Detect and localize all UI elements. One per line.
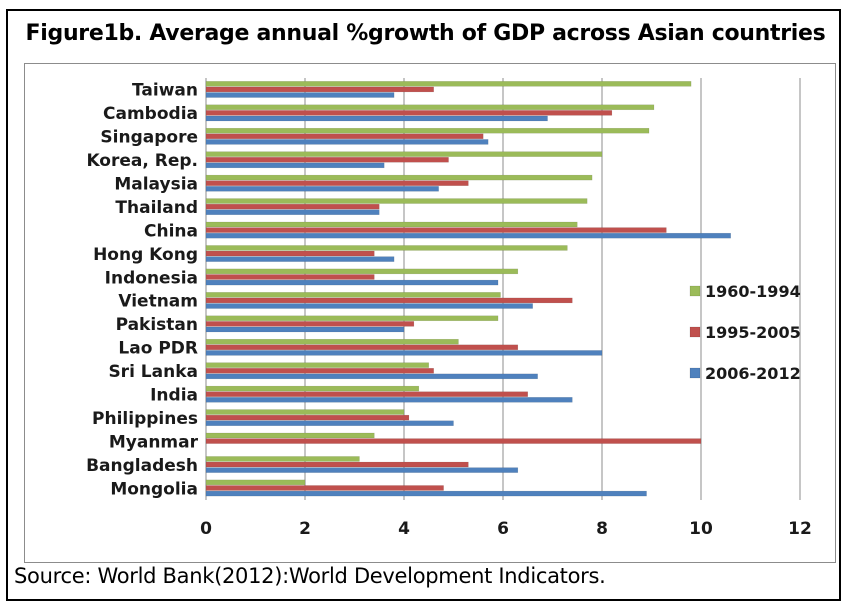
bar-1960-1994-hong-kong xyxy=(205,245,568,251)
x-tick-label: 10 xyxy=(689,519,713,539)
bar-2006-2012-taiwan xyxy=(205,92,395,98)
bar-2006-2012-singapore xyxy=(205,139,489,145)
x-tick-label: 2 xyxy=(299,519,311,539)
category-label: Korea, Rep. xyxy=(86,151,198,171)
category-label: Bangladesh xyxy=(86,456,198,476)
category-label: Indonesia xyxy=(105,268,198,288)
bar-1995-2005-philippines xyxy=(205,414,410,421)
bar-1995-2005-lao-pdr xyxy=(205,344,519,351)
bar-1960-1994-myanmar xyxy=(205,432,375,439)
bar-2006-2012-vietnam xyxy=(205,303,533,309)
legend-label: 1960-1994 xyxy=(705,282,801,301)
category-label: China xyxy=(144,221,198,241)
category-label: Thailand xyxy=(115,198,198,218)
bar-1960-1994-vietnam xyxy=(205,292,501,298)
bar-2006-2012-lao-pdr xyxy=(205,350,603,356)
legend-swatch xyxy=(689,367,701,379)
bar-2006-2012-china xyxy=(205,232,731,239)
bar-1995-2005-myanmar xyxy=(205,438,702,444)
bar-1960-1994-thailand xyxy=(205,198,588,204)
bar-2006-2012-india xyxy=(205,397,573,403)
bar-2006-2012-cambodia xyxy=(205,115,548,122)
category-label: Taiwan xyxy=(132,81,198,101)
x-tick-label: 4 xyxy=(398,519,410,539)
bar-1995-2005-india xyxy=(205,391,528,397)
bar-1960-1994-korea-rep- xyxy=(205,151,603,157)
category-label: Vietnam xyxy=(118,292,198,312)
bar-1960-1994-bangladesh xyxy=(205,456,360,462)
bar-1960-1994-mongolia xyxy=(205,479,306,486)
category-label: Hong Kong xyxy=(93,245,198,265)
bar-2006-2012-sri-lanka xyxy=(205,373,538,380)
bar-1960-1994-pakistan xyxy=(205,315,499,322)
category-label: Malaysia xyxy=(114,175,198,195)
bar-1995-2005-korea-rep- xyxy=(205,157,449,163)
category-label: Pakistan xyxy=(116,315,198,335)
bar-1960-1994-india xyxy=(205,385,420,392)
bar-1960-1994-sri-lanka xyxy=(205,362,429,368)
category-label: Philippines xyxy=(92,409,198,429)
bar-1960-1994-cambodia xyxy=(205,104,655,111)
bar-1995-2005-vietnam xyxy=(205,297,573,304)
x-tick-label: 12 xyxy=(788,519,812,539)
bar-1960-1994-china xyxy=(205,221,578,228)
bar-1995-2005-pakistan xyxy=(205,321,415,327)
bar-2006-2012-pakistan xyxy=(205,326,405,333)
bar-1960-1994-singapore xyxy=(205,127,650,134)
bar-1995-2005-taiwan xyxy=(205,86,434,93)
bar-1960-1994-lao-pdr xyxy=(205,338,459,345)
bar-1960-1994-taiwan xyxy=(205,81,692,87)
bar-1995-2005-singapore xyxy=(205,133,484,140)
bar-1960-1994-malaysia xyxy=(205,174,593,181)
bar-1995-2005-cambodia xyxy=(205,110,613,116)
bar-1995-2005-sri-lanka xyxy=(205,368,434,374)
legend-swatch xyxy=(689,326,701,338)
bar-2006-2012-thailand xyxy=(205,209,380,215)
bar-1995-2005-indonesia xyxy=(205,274,375,280)
category-label: Myanmar xyxy=(109,432,199,452)
bar-1995-2005-china xyxy=(205,227,667,233)
bar-2006-2012-korea-rep- xyxy=(205,162,385,169)
x-tick-label: 0 xyxy=(200,519,212,539)
x-tick-label: 8 xyxy=(596,519,608,539)
bar-1995-2005-mongolia xyxy=(205,485,444,491)
bar-2006-2012-indonesia xyxy=(205,279,499,286)
category-label: Lao PDR xyxy=(118,339,198,359)
bar-1995-2005-bangladesh xyxy=(205,461,469,468)
bar-1995-2005-thailand xyxy=(205,203,380,210)
legend-label: 2006-2012 xyxy=(705,364,801,383)
bar-2006-2012-malaysia xyxy=(205,186,439,192)
bar-2006-2012-philippines xyxy=(205,420,454,426)
bar-1995-2005-malaysia xyxy=(205,180,469,186)
bar-2006-2012-hong-kong xyxy=(205,256,395,262)
category-label: Cambodia xyxy=(103,104,198,124)
legend-label: 1995-2005 xyxy=(705,323,801,342)
category-label: Singapore xyxy=(100,128,198,148)
source-note: Source: World Bank(2012):World Developme… xyxy=(14,564,606,588)
chart-title: Figure1b. Average annual %growth of GDP … xyxy=(25,21,826,46)
bar-1960-1994-philippines xyxy=(205,409,405,415)
bar-2006-2012-mongolia xyxy=(205,490,647,497)
bar-1960-1994-indonesia xyxy=(205,268,519,275)
bar-1995-2005-hong-kong xyxy=(205,250,375,257)
x-tick-label: 6 xyxy=(497,519,509,539)
category-label: Mongolia xyxy=(110,479,198,499)
category-label: India xyxy=(150,386,198,406)
legend-swatch xyxy=(689,285,701,297)
category-label: Sri Lanka xyxy=(108,362,198,382)
bar-2006-2012-bangladesh xyxy=(205,467,519,473)
